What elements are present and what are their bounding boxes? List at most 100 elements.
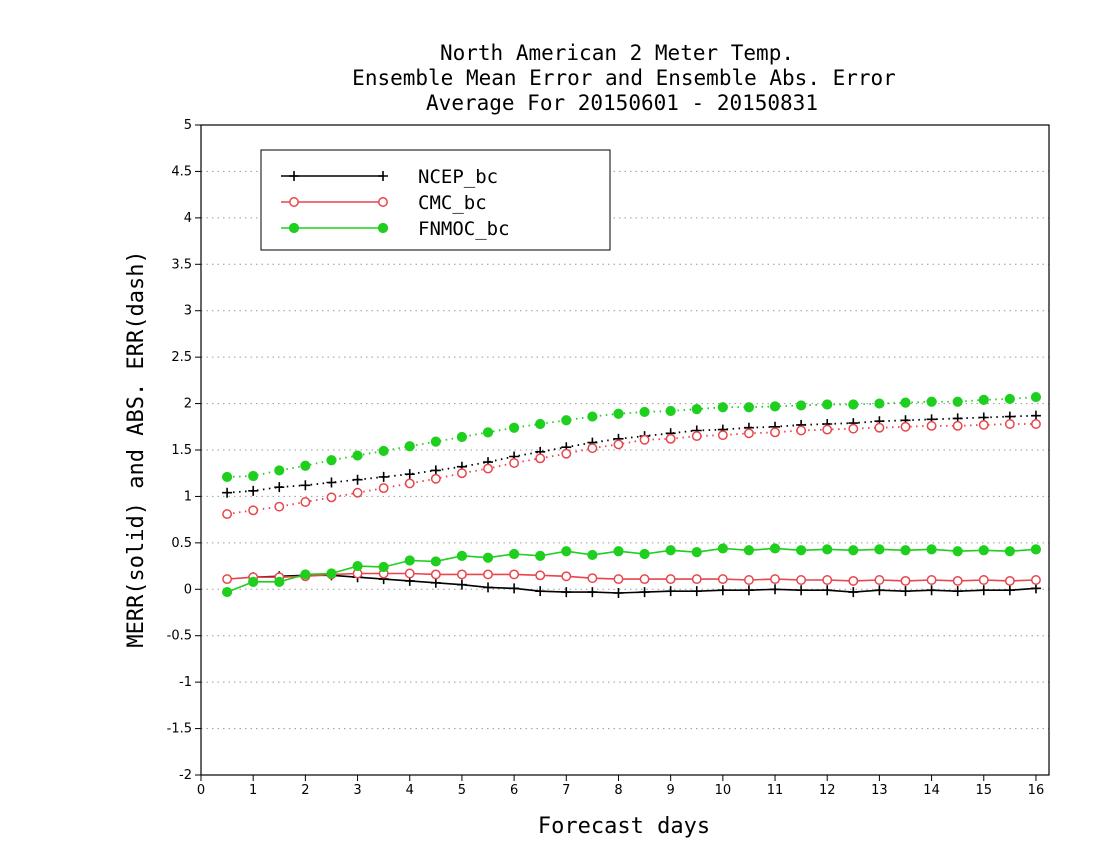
y-tick-label: 5 bbox=[184, 118, 192, 133]
ncep-bc-merr-point bbox=[900, 586, 911, 597]
fnmoc-bc-merr-point bbox=[326, 568, 337, 579]
legend-marker bbox=[378, 171, 388, 181]
fnmoc-bc-abs-err-point bbox=[978, 394, 989, 405]
cmc-bc-abs-err-point bbox=[665, 433, 676, 444]
fnmoc-bc-merr-point bbox=[248, 576, 259, 587]
fnmoc-bc-abs-err-point bbox=[221, 471, 233, 483]
x-tick-label: 4 bbox=[406, 783, 414, 798]
fnmoc-bc-abs-err-point bbox=[352, 450, 363, 461]
series-ncep-bc-abs-err bbox=[222, 410, 1041, 498]
fnmoc-bc-merr-point bbox=[900, 545, 911, 556]
fnmoc-bc-merr-point bbox=[430, 556, 441, 567]
ncep-bc-abs-err-point bbox=[352, 474, 363, 485]
cmc-bc-merr-point bbox=[430, 569, 441, 580]
ncep-bc-merr-point bbox=[952, 586, 963, 597]
fnmoc-bc-abs-err-point bbox=[822, 399, 833, 410]
cmc-bc-merr-point bbox=[509, 569, 520, 580]
cmc-bc-abs-err-point bbox=[639, 434, 650, 445]
ncep-bc-merr-point bbox=[796, 585, 807, 596]
series-cmc-bc-merr bbox=[222, 568, 1041, 586]
x-tick-label: 8 bbox=[614, 783, 622, 798]
x-tick-label: 0 bbox=[197, 783, 205, 798]
fnmoc-bc-abs-err-point bbox=[926, 396, 937, 407]
fnmoc-bc-abs-err-point bbox=[430, 436, 441, 447]
cmc-bc-abs-err-point bbox=[300, 497, 311, 507]
fnmoc-bc-abs-err-point bbox=[326, 455, 337, 466]
fnmoc-bc-merr-point bbox=[404, 555, 415, 566]
cmc-bc-abs-err-point bbox=[430, 473, 441, 484]
x-tick-label: 15 bbox=[975, 783, 992, 798]
y-tick-label: 4 bbox=[184, 211, 192, 226]
cmc-bc-merr-point bbox=[900, 575, 911, 586]
cmc-bc-abs-err-point bbox=[483, 463, 493, 474]
y-tick-label: 3.5 bbox=[171, 257, 192, 272]
grid-lines bbox=[201, 170, 1049, 730]
legend-entry-ncep-bc: NCEP_bc bbox=[281, 166, 498, 188]
fnmoc-bc-abs-err-point bbox=[535, 418, 546, 430]
ncep-bc-merr-point bbox=[430, 577, 441, 588]
cmc-bc-abs-err-point bbox=[509, 458, 520, 468]
cmc-bc-merr-point bbox=[743, 575, 754, 585]
y-tick-label: 3 bbox=[184, 304, 192, 319]
fnmoc-bc-abs-err-point bbox=[274, 465, 285, 476]
ncep-bc-merr-point bbox=[456, 579, 467, 590]
x-tick-label: 3 bbox=[353, 783, 361, 798]
cmc-bc-abs-err-point bbox=[274, 501, 285, 512]
cmc-bc-abs-err-point bbox=[822, 424, 833, 435]
ncep-bc-merr-point bbox=[535, 586, 546, 597]
fnmoc-bc-merr-point bbox=[717, 543, 728, 554]
cmc-bc-abs-err-point bbox=[456, 468, 467, 479]
fnmoc-bc-merr-point bbox=[378, 561, 389, 573]
cmc-bc-abs-err-point bbox=[352, 487, 363, 498]
cmc-bc-merr-point bbox=[587, 573, 598, 584]
cmc-bc-abs-err-point bbox=[691, 431, 702, 442]
cmc-bc-merr-point bbox=[535, 570, 546, 581]
legend-marker bbox=[377, 222, 389, 234]
fnmoc-bc-abs-err-point bbox=[587, 411, 598, 422]
ncep-bc-merr-point bbox=[561, 587, 572, 598]
ncep-bc-abs-err-point bbox=[222, 487, 233, 498]
x-axis-label: Forecast days bbox=[538, 814, 710, 839]
fnmoc-bc-merr-point bbox=[535, 550, 546, 561]
fnmoc-bc-merr-line bbox=[226, 547, 1037, 593]
ncep-bc-abs-err-point bbox=[274, 482, 285, 493]
ncep-bc-merr-point bbox=[978, 585, 989, 596]
fnmoc-bc-abs-err-point bbox=[691, 404, 702, 415]
fnmoc-bc-merr-point bbox=[561, 546, 572, 557]
fnmoc-bc-abs-err-point bbox=[952, 396, 963, 407]
ncep-bc-abs-err-line bbox=[227, 414, 1036, 494]
cmc-bc-merr-point bbox=[952, 575, 963, 586]
cmc-bc-abs-err-point bbox=[926, 420, 937, 431]
x-tick-label: 5 bbox=[458, 783, 466, 798]
plot-area bbox=[221, 391, 1042, 598]
title-line-3: Average For 20150601 - 20150831 bbox=[426, 91, 818, 115]
x-tick-label: 10 bbox=[715, 783, 732, 798]
ncep-bc-merr-point bbox=[691, 586, 702, 597]
cmc-bc-abs-err-point bbox=[248, 505, 259, 516]
ncep-bc-merr-point bbox=[1004, 585, 1015, 596]
legend-label: NCEP_bc bbox=[418, 166, 498, 188]
x-tick-label: 7 bbox=[562, 783, 570, 798]
x-tick-label: 2 bbox=[301, 783, 309, 798]
chart-title: North American 2 Meter Temp. Ensemble Me… bbox=[352, 41, 896, 115]
cmc-bc-merr-point bbox=[456, 569, 467, 580]
cmc-bc-abs-err-point bbox=[796, 425, 807, 436]
cmc-bc-abs-err-point bbox=[743, 428, 754, 439]
cmc-bc-abs-err-point bbox=[535, 453, 546, 464]
legend-marker bbox=[288, 222, 300, 234]
ncep-bc-merr-point bbox=[665, 586, 676, 597]
fnmoc-bc-abs-err-point bbox=[665, 405, 676, 417]
fnmoc-bc-merr-point bbox=[926, 544, 937, 555]
series-fnmoc-bc-merr bbox=[221, 543, 1042, 598]
fnmoc-bc-abs-err-point bbox=[769, 401, 781, 412]
fnmoc-bc-abs-err-point bbox=[378, 445, 389, 457]
ncep-bc-merr-point bbox=[926, 585, 937, 596]
fnmoc-bc-abs-err-point bbox=[874, 398, 885, 409]
fnmoc-bc-merr-point bbox=[274, 576, 285, 587]
cmc-bc-abs-err-point bbox=[222, 509, 233, 520]
cmc-bc-merr-point bbox=[639, 574, 650, 585]
fnmoc-bc-merr-point bbox=[665, 545, 676, 556]
fnmoc-bc-merr-point bbox=[482, 552, 494, 563]
cmc-bc-abs-err-point bbox=[848, 423, 859, 434]
ncep-bc-merr-point bbox=[770, 584, 781, 595]
